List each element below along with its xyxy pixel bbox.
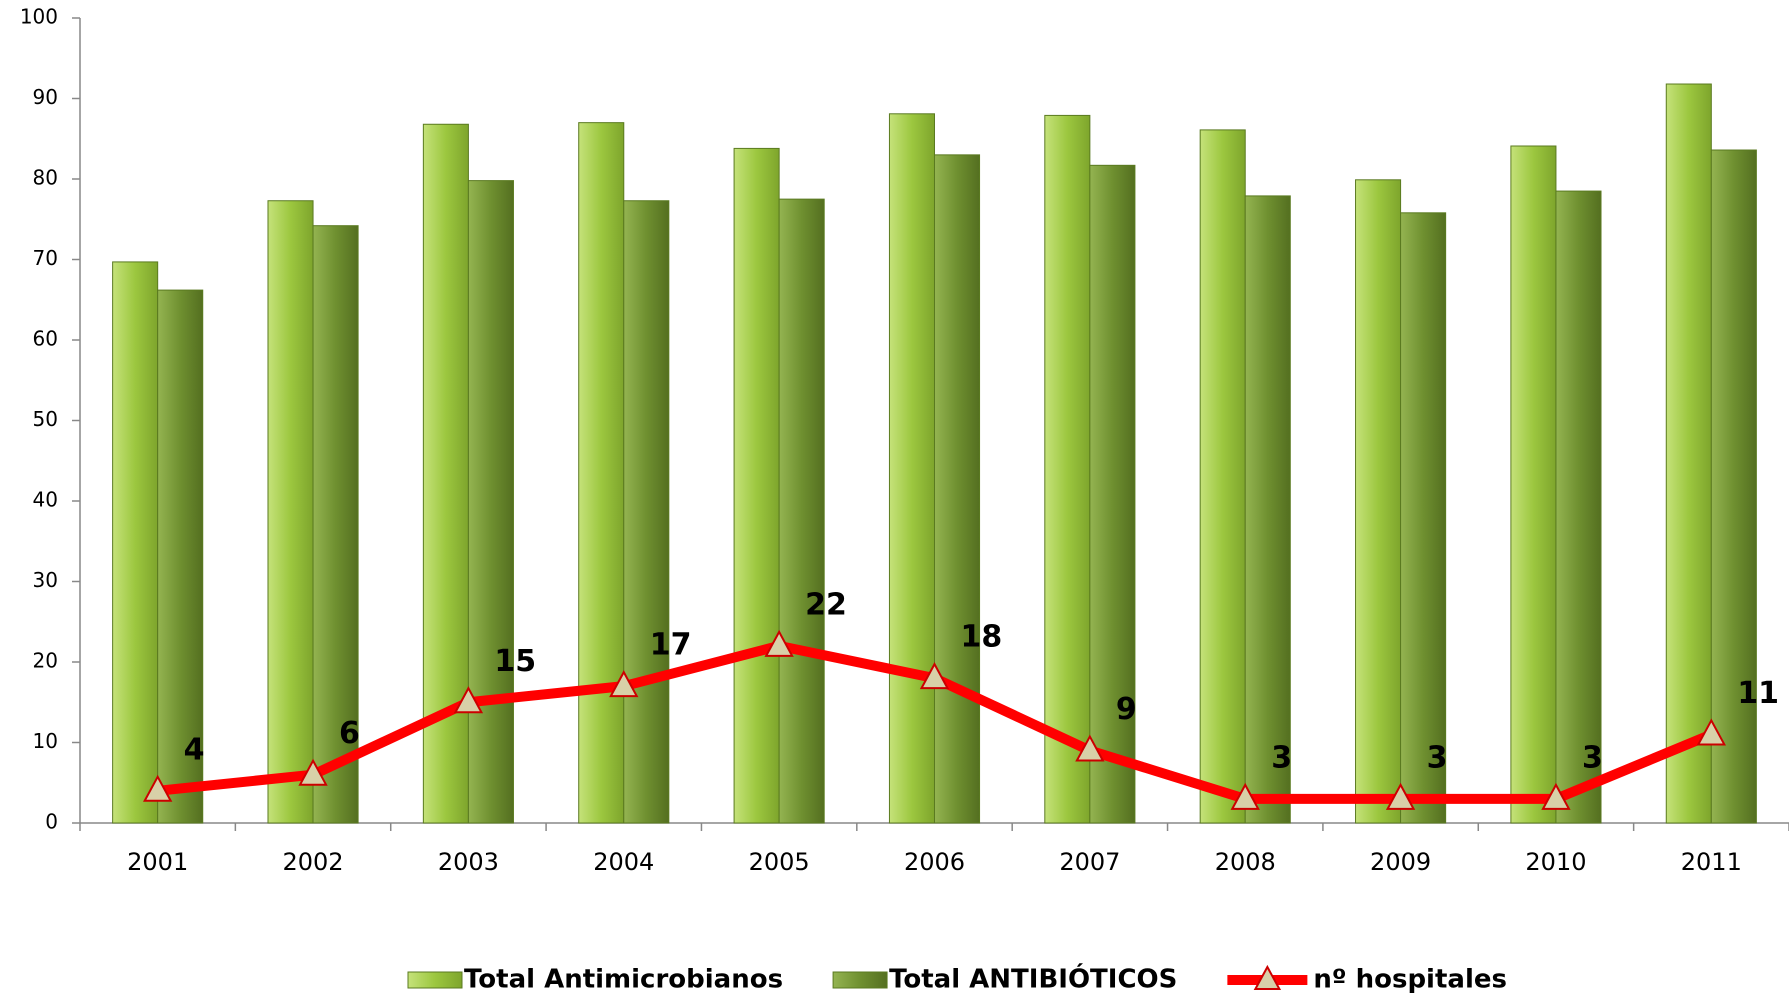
marker — [1230, 782, 1260, 810]
data-label: 22 — [805, 587, 847, 622]
x-tick-label: 2007 — [1059, 848, 1120, 876]
y-tick-label: 90 — [33, 85, 58, 109]
bar — [1710, 149, 1757, 824]
bar — [1355, 179, 1402, 824]
marker — [453, 686, 484, 714]
legend-swatch — [407, 971, 463, 989]
bar — [1400, 212, 1447, 824]
y-tick-label: 50 — [33, 407, 58, 431]
y-tick-label: 20 — [33, 649, 58, 673]
y-tick-label: 40 — [33, 488, 58, 512]
marker — [764, 629, 794, 657]
bar — [157, 289, 204, 824]
legend-marker — [1253, 964, 1282, 990]
marker — [1075, 734, 1105, 762]
bar — [1044, 114, 1091, 824]
marker — [298, 758, 328, 786]
marker — [143, 774, 173, 802]
marker — [1541, 782, 1571, 810]
marker — [1385, 782, 1416, 810]
legend-label: Total Antimicrobianos — [464, 965, 783, 995]
x-tick-label: 2003 — [438, 848, 499, 876]
bar — [888, 113, 935, 824]
bar — [1555, 190, 1602, 824]
bar — [578, 122, 625, 824]
bar — [1510, 145, 1557, 824]
x-tick-label: 2008 — [1215, 848, 1276, 876]
legend-label: Total ANTIBIÓTICOS — [889, 963, 1177, 995]
bar — [1244, 195, 1291, 824]
data-label: 4 — [184, 732, 205, 767]
data-label: 3 — [1427, 740, 1448, 775]
x-tick-label: 2001 — [127, 848, 188, 876]
bar — [112, 261, 159, 824]
data-label: 3 — [1271, 740, 1292, 775]
legend-swatch — [832, 971, 888, 989]
bar — [778, 198, 825, 824]
data-label: 18 — [961, 620, 1003, 655]
marker — [1696, 718, 1726, 746]
y-tick-label: 30 — [33, 568, 58, 592]
legend-label: nº hospitales — [1313, 965, 1507, 995]
y-tick-label: 100 — [20, 5, 58, 29]
data-label: 11 — [1737, 676, 1779, 711]
bar — [1199, 129, 1246, 824]
marker — [919, 662, 950, 690]
y-tick-label: 60 — [33, 327, 58, 351]
x-tick-label: 2010 — [1525, 848, 1586, 876]
data-label: 3 — [1582, 740, 1603, 775]
data-label: 15 — [494, 644, 536, 679]
bar — [267, 200, 314, 824]
y-tick-label: 70 — [33, 246, 58, 270]
bar — [733, 147, 780, 824]
data-label: 9 — [1116, 692, 1137, 727]
x-tick-label: 2006 — [904, 848, 965, 876]
x-tick-label: 2002 — [283, 848, 344, 876]
bar — [1665, 83, 1712, 824]
y-tick-label: 80 — [33, 166, 58, 190]
data-label: 6 — [339, 716, 360, 751]
x-tick-label: 2004 — [593, 848, 654, 876]
y-tick-label: 0 — [45, 810, 58, 834]
x-tick-label: 2005 — [749, 848, 810, 876]
marker — [609, 670, 639, 698]
bar — [467, 180, 514, 824]
bar — [623, 200, 670, 824]
bar — [312, 225, 359, 824]
x-tick-label: 2009 — [1370, 848, 1431, 876]
y-tick-label: 10 — [33, 729, 58, 753]
data-label: 17 — [650, 628, 692, 663]
bar — [1089, 164, 1136, 824]
x-tick-label: 2011 — [1681, 848, 1742, 876]
bar — [934, 154, 981, 824]
